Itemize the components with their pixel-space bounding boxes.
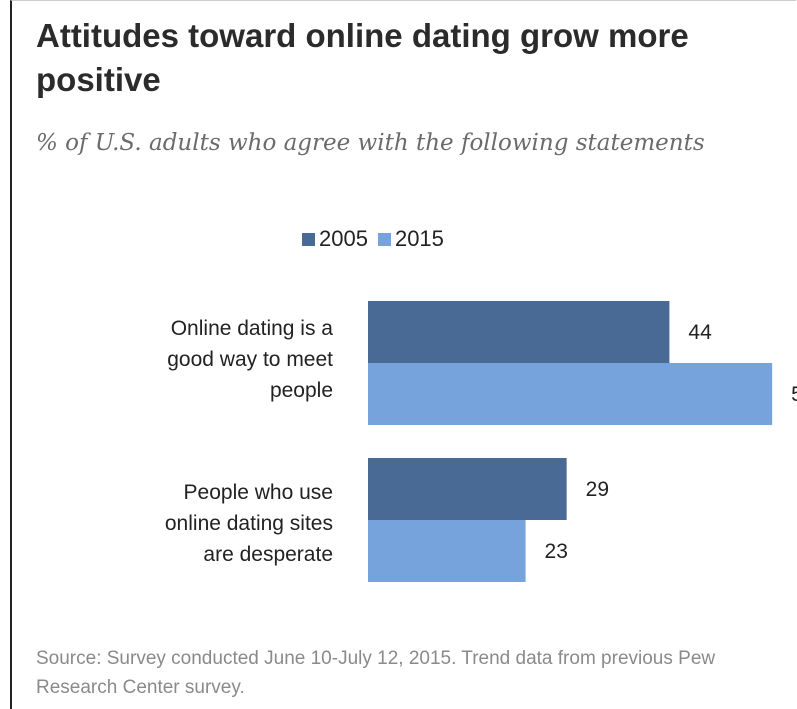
legend-label-2005: 2005 [319, 226, 368, 251]
category-label-good-way: Online dating is a good way to meet peop… [167, 317, 333, 402]
value-label-desperate-2005: 29 [586, 478, 609, 501]
chart-subtitle: % of U.S. adults who agree with the foll… [36, 130, 705, 156]
bar-desperate-2005 [368, 458, 567, 520]
legend-item-2005: 2005 [302, 226, 368, 252]
category-label-desperate: People who use online dating sites are d… [164, 481, 333, 566]
chart-frame [10, 0, 796, 709]
value-label-desperate-2015: 23 [545, 540, 568, 563]
bar-good-way-2015 [368, 363, 773, 425]
legend-swatch-2015 [377, 232, 391, 246]
value-label-good-way-2005: 44 [688, 321, 712, 344]
bar-good-way-2005 [368, 301, 670, 363]
legend-swatch-2005 [302, 232, 315, 246]
source-note: Source: Survey conducted June 10-July 12… [36, 648, 716, 698]
legend-item-2015: 2015 [377, 226, 444, 252]
chart-legend: 2005 2015 [302, 226, 454, 252]
chart-title: Attitudes toward online dating grow more… [36, 17, 689, 98]
value-label-good-way-2015: 59 [791, 383, 797, 406]
bar-desperate-2015 [368, 520, 526, 582]
legend-label-2015: 2015 [394, 226, 444, 251]
